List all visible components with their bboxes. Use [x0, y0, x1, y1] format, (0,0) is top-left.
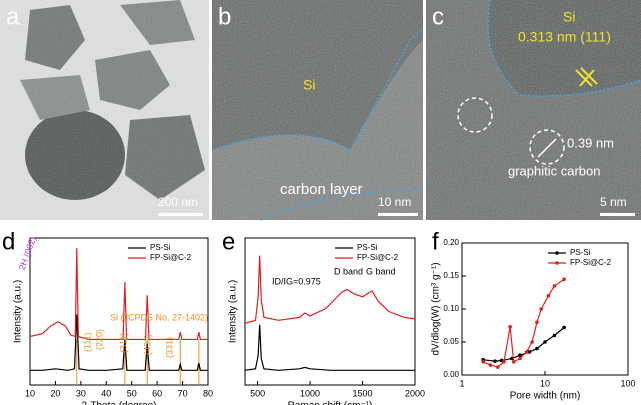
scale-bar-label: 200 nm	[158, 195, 198, 209]
panel-label: b	[218, 3, 231, 30]
legend-label: FP-Si@C-2	[357, 253, 399, 262]
marker	[562, 325, 566, 330]
x-tick-label: 40	[101, 388, 111, 398]
x-axis-label: Pore width (nm)	[510, 391, 581, 402]
marker	[524, 350, 529, 354]
marker	[527, 350, 532, 354]
marker	[562, 277, 566, 282]
image-c	[426, 0, 641, 220]
annotation: 0.313 nm (111)	[518, 29, 611, 45]
marker	[496, 365, 500, 369]
marker	[481, 360, 485, 364]
annotation: Si	[303, 77, 315, 93]
marker	[539, 307, 544, 311]
marker	[552, 284, 557, 288]
x-tick-label: 70	[178, 388, 188, 398]
marker	[508, 325, 512, 329]
plot-frame	[244, 237, 416, 386]
legend-label: FP-Si@C-2	[150, 253, 192, 262]
marker	[552, 333, 557, 338]
y-axis-label: Intensity (a.u.)	[228, 280, 239, 343]
marker	[535, 346, 539, 351]
panel-label: a	[6, 3, 20, 30]
annotation: carbon layer	[280, 181, 363, 198]
marker	[546, 294, 551, 298]
x-tick-label: 100	[620, 378, 635, 388]
y-tick-label: 0.05	[443, 337, 459, 346]
marker	[518, 353, 522, 358]
legend-label: PS-Si	[150, 243, 171, 252]
y-tick-label: 0.00	[443, 370, 459, 379]
panel-label: e	[222, 228, 235, 255]
annotation: (111)	[82, 332, 92, 352]
x-tick-label: 1000	[300, 388, 320, 398]
legend-label: PS-Si	[357, 243, 378, 252]
x-axis-label: 2-Theta (degree)	[81, 401, 156, 405]
series-line	[244, 324, 415, 371]
panel-label: f	[432, 228, 439, 255]
panel-label: d	[2, 228, 15, 255]
x-tick-label: 2000	[405, 388, 425, 398]
legend-label: PS-Si	[570, 248, 591, 257]
y-axis-label: Intensity (a.u.)	[13, 280, 24, 343]
scale-bar-label: 10 nm	[378, 195, 411, 209]
annotation: Si (JCPDS No. 27-1402)	[110, 312, 208, 322]
marker	[530, 340, 534, 344]
marker	[543, 340, 547, 344]
annotation: graphitic carbon	[508, 163, 601, 178]
x-tick-label: 10	[540, 378, 550, 388]
plot-frame	[29, 237, 209, 386]
marker	[518, 356, 522, 361]
series-line	[244, 255, 416, 324]
marker	[502, 360, 506, 364]
image-a	[0, 0, 209, 220]
series-line	[30, 314, 208, 371]
image-b	[211, 0, 424, 221]
series-line	[29, 248, 208, 341]
annotation: (220)	[94, 329, 104, 350]
y-axis-label: dV/dlog(W) (cm³ g⁻¹)	[431, 262, 442, 355]
legend-marker	[555, 251, 559, 255]
y-tick-label: 0.20	[443, 238, 459, 247]
x-tick-label: 1500	[353, 388, 373, 398]
panel-label: c	[432, 3, 444, 30]
x-tick-label: 20	[50, 388, 60, 398]
legend-marker	[555, 261, 559, 265]
x-tick-label: 10	[25, 388, 35, 398]
marker	[488, 363, 493, 367]
annotation: Si	[563, 9, 575, 25]
annotation: D band	[334, 266, 363, 276]
y-tick-label: 0.10	[443, 304, 459, 313]
series-line	[483, 327, 565, 362]
y-tick-label: 0.15	[443, 271, 459, 280]
annotation: 0.39 nm	[567, 135, 614, 150]
x-tick-label: 30	[76, 388, 86, 398]
x-tick-label: 500	[250, 388, 265, 398]
annotation: (331)	[164, 337, 174, 358]
marker	[511, 360, 516, 364]
annotation: ID/IG=0.975	[272, 276, 321, 286]
annotation: 2H (002)	[17, 235, 38, 271]
marker	[493, 359, 497, 363]
marker	[535, 320, 539, 325]
x-tick-label: 80	[203, 388, 213, 398]
annotation: G band	[366, 266, 396, 276]
scale-bar-label: 5 nm	[600, 195, 627, 209]
x-tick-label: 1	[459, 378, 464, 388]
x-tick-label: 60	[152, 388, 162, 398]
x-tick-label: 50	[127, 388, 137, 398]
x-axis-label: Raman shift (cm⁻¹)	[288, 401, 373, 405]
legend-label: FP-Si@C-2	[570, 258, 612, 267]
annotation: (400)	[142, 334, 152, 355]
annotation: (311)	[118, 333, 128, 353]
